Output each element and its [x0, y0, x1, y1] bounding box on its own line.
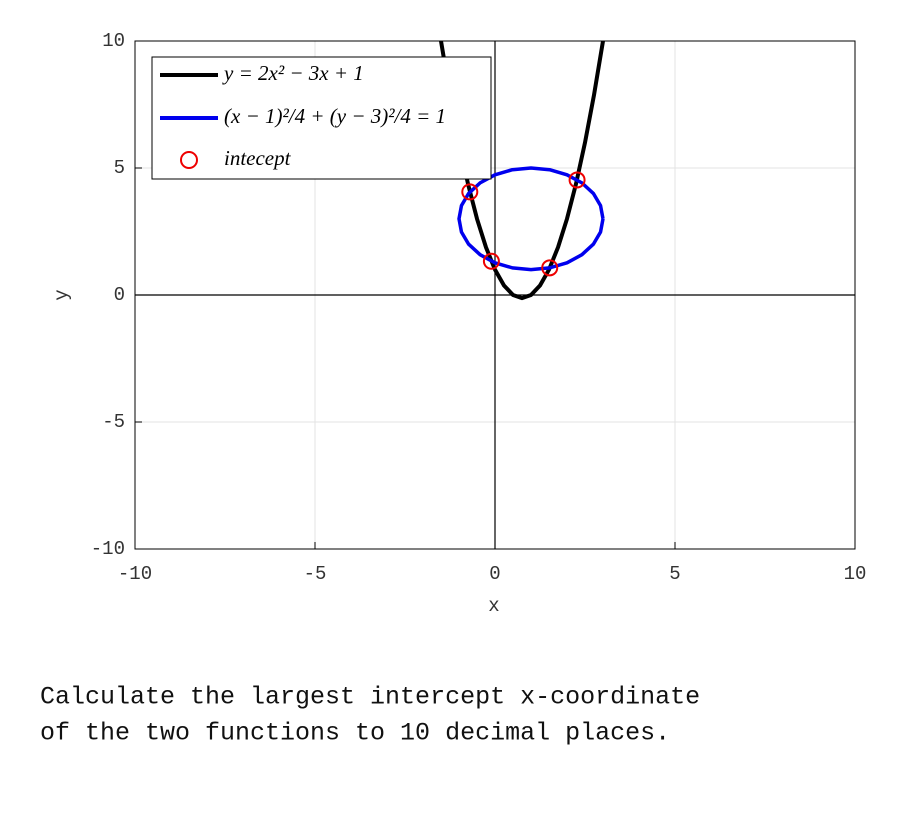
intercept-point: [482, 252, 500, 270]
plot-area: -10 -5 0 5 10 -10 -5 0 5 10: [91, 30, 867, 585]
legend-label: intecept: [224, 146, 292, 170]
legend-label: (x − 1)²/4 + (y − 3)²/4 = 1: [224, 104, 446, 128]
y-tick-label: 0: [114, 284, 125, 306]
intercept-point: [461, 183, 479, 201]
x-axis-label: x: [488, 595, 499, 617]
legend-symbol: [180, 151, 198, 169]
y-tick-label: 5: [114, 157, 125, 179]
curve: [457, 166, 605, 272]
intercept-point: [568, 171, 586, 189]
x-tick-label: -5: [304, 563, 327, 585]
y-tick-label: 10: [102, 30, 125, 52]
question-line: Calculate the largest intercept x-coordi…: [40, 683, 700, 712]
x-tick-label: -10: [118, 563, 152, 585]
plot-frame: [134, 40, 856, 550]
y-axis-label: y: [51, 289, 73, 300]
legend: y = 2x² − 3x + 1 (x − 1)²/4 + (y − 3)²/4 …: [151, 56, 492, 180]
y-tick-label: -10: [91, 538, 125, 560]
legend-label: y = 2x² − 3x + 1: [222, 61, 364, 85]
x-tick-label: 0: [489, 563, 500, 585]
intercept-point: [541, 259, 559, 277]
x-tick-label: 5: [669, 563, 680, 585]
question-line: of the two functions to 10 decimal place…: [40, 719, 670, 748]
x-tick-label: 10: [844, 563, 867, 585]
y-tick-label: -5: [102, 411, 125, 433]
